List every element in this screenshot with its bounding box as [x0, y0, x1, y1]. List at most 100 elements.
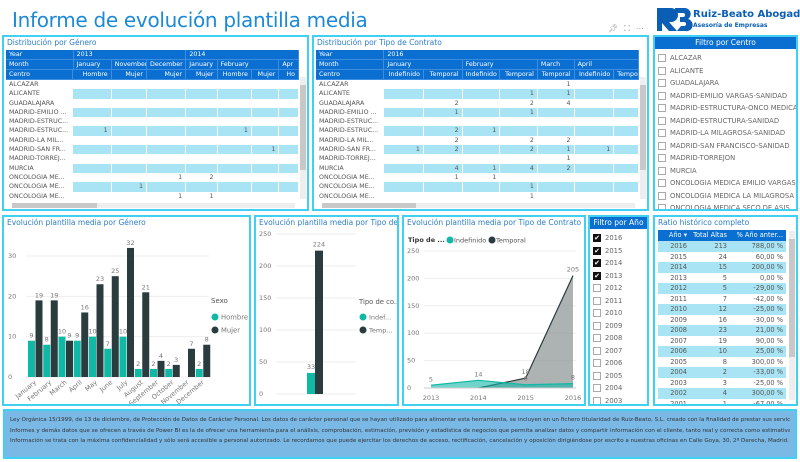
table-row[interactable]: ONCOLOGIA ME... 1 2 [6, 172, 300, 183]
checkbox-icon[interactable] [593, 321, 601, 330]
checkbox-icon[interactable] [658, 79, 666, 88]
year-header-row-cell[interactable]: 2013 [74, 50, 187, 59]
vertical-scrollbar[interactable] [789, 231, 795, 400]
table-row[interactable]: MADRID-SAN FR... 1 [6, 145, 300, 155]
slicer-item[interactable]: MADRID-ESTRUCTURA-SANIDAD [655, 115, 796, 128]
slicer-item[interactable]: MADRID-ESTRUCTURA-ONCO MEDICA [655, 102, 796, 115]
column-header-total[interactable]: Total Altas [693, 231, 727, 239]
bar-hombre[interactable] [104, 348, 112, 377]
bar-hombre[interactable] [150, 368, 157, 377]
month-header-row-cell[interactable]: January [384, 60, 463, 69]
slicer-item[interactable]: MADRID-EMILIO VARGAS-SANIDAD [655, 90, 796, 103]
bar-hombre[interactable] [119, 336, 127, 377]
column-header-row-cell[interactable]: Temporal [538, 70, 575, 79]
table-row[interactable]: ALCAZAR [6, 80, 300, 90]
table-row[interactable]: MADRID-LA MIL... 2 2 2 [316, 135, 639, 146]
more-options-icon[interactable]: ⋯ [635, 24, 644, 33]
slicer-item[interactable]: ALCAZAR [655, 52, 796, 65]
slicer-item[interactable]: MADRID-SAN FRANCISCO-SANIDAD [655, 140, 796, 153]
bar-hombre[interactable] [58, 336, 66, 377]
vertical-scrollbar[interactable] [640, 77, 646, 199]
table-row[interactable]: ONCOLOGIA ME... 1 [6, 182, 300, 192]
area-indefinido[interactable] [431, 380, 573, 388]
month-header-row-cell[interactable]: December [147, 60, 187, 69]
slicer-item[interactable]: ✔ 2013 [590, 270, 647, 283]
year-header-row-cell[interactable]: 2016 [384, 50, 639, 59]
checkbox-icon[interactable] [658, 154, 666, 163]
matrix-contract[interactable]: Year 2016 Month January February March April Ce… [316, 50, 640, 201]
checkbox-icon[interactable] [658, 91, 666, 100]
slicer-item[interactable]: ✔ 2015 [590, 245, 647, 258]
checkbox-icon[interactable] [593, 334, 601, 343]
matrix-gender[interactable]: Year 2013 2014 Month January November December… [6, 50, 300, 201]
slicer-item[interactable]: ✔ 2016 [590, 232, 647, 245]
table-row[interactable]: MADRID-TORREJ... 1 [316, 154, 639, 164]
checkbox-icon[interactable] [658, 141, 666, 150]
column-header-row-cell[interactable]: Temporal [424, 70, 463, 79]
checkbox-checked-icon[interactable]: ✔ [593, 271, 601, 280]
checkbox-icon[interactable] [593, 371, 601, 380]
table-row[interactable]: ONCOLOGIA ME... 1 1 [6, 191, 300, 201]
slicer-item[interactable]: 2006 [590, 357, 647, 370]
table-row[interactable]: GUADALAJARA [6, 98, 300, 108]
column-header-row-cell[interactable]: Hombre [73, 70, 112, 79]
horizontal-scrollbar[interactable] [322, 203, 635, 208]
slicer-item[interactable]: 2011 [590, 295, 647, 308]
slicer-item[interactable]: 2004 [590, 382, 647, 395]
table-row[interactable]: ONCOLOGIA ME... 1 [316, 182, 639, 192]
column-header-row-cell[interactable]: Indefinido [384, 70, 424, 79]
table-row[interactable]: ONCOLOGIA ME... 1 [316, 191, 639, 201]
table-row[interactable]: MADRID-ESTRUC... [6, 117, 300, 127]
table-row[interactable]: ALCAZAR 1 [316, 80, 639, 90]
column-header-row-cell[interactable]: Mujer [112, 70, 147, 79]
column-header-row-cell[interactable]: Indefinido [575, 70, 615, 79]
checkbox-icon[interactable] [658, 129, 666, 138]
vertical-scrollbar[interactable] [300, 77, 306, 199]
slicer-item[interactable]: 2009 [590, 320, 647, 333]
table-row[interactable]: ALICANTE [6, 89, 300, 99]
month-header-row-cell[interactable]: March [538, 60, 575, 69]
slicer-item[interactable]: ONCOLOGIA MEDICA LA MILAGROSA [655, 190, 796, 203]
column-header-row-cell[interactable]: Hombre [218, 70, 252, 79]
table-row[interactable]: MADRID-TORREJ... [6, 154, 300, 164]
bar-mujer[interactable] [66, 340, 73, 377]
bar-mujer[interactable] [203, 344, 211, 377]
bar-mujer[interactable] [111, 276, 119, 377]
column-header-row-cell[interactable]: Mujer [186, 70, 218, 79]
column-header-row-cell[interactable]: Temporal [500, 70, 538, 79]
year-header-row-cell[interactable]: 2014 [186, 50, 299, 59]
month-header-row-cell[interactable]: February [218, 60, 280, 69]
column-header-row-cell[interactable]: Mujer [147, 70, 187, 79]
bar-hombre[interactable] [89, 336, 96, 377]
bar-mujer[interactable] [127, 247, 134, 377]
month-header-row-cell[interactable]: Apr [279, 60, 299, 69]
table-row[interactable]: MADRID-ESTRUC... 2 1 [316, 126, 639, 136]
checkbox-icon[interactable] [658, 179, 666, 188]
table-row[interactable]: ALICANTE 1 1 [316, 89, 639, 99]
table-row[interactable]: MADRID-EMILIO ... 1 1 [316, 107, 639, 118]
slicer-item[interactable]: 2010 [590, 307, 647, 320]
table-row[interactable]: MURCIA [6, 163, 300, 173]
column-header-row-cell[interactable]: Ho [279, 70, 299, 79]
month-header-row-cell[interactable]: February [463, 60, 538, 69]
checkbox-icon[interactable] [658, 166, 666, 175]
checkbox-icon[interactable] [593, 346, 601, 355]
slicer-item[interactable]: MADRID-TORREJON [655, 152, 796, 165]
slicer-item[interactable]: 2008 [590, 332, 647, 345]
column-header-year[interactable]: Año ▾ [668, 231, 687, 239]
bar-mujer[interactable] [157, 360, 165, 377]
table-row[interactable]: MADRID-ESTRUC... [316, 117, 639, 127]
month-header-row-cell[interactable]: April [575, 60, 639, 69]
bar-hombre[interactable] [165, 368, 173, 377]
bar-1[interactable] [315, 250, 323, 394]
bar-mujer[interactable] [50, 300, 58, 377]
pin-icon[interactable]: 📌︎ [608, 24, 619, 33]
slicer-item[interactable]: ✔ 2014 [590, 257, 647, 270]
bar-hombre[interactable] [134, 368, 142, 377]
checkbox-icon[interactable] [593, 359, 601, 368]
horizontal-scrollbar[interactable] [12, 203, 295, 208]
slicer-item[interactable]: 2012 [590, 282, 647, 295]
column-header-percent[interactable]: % Año anter... [736, 231, 783, 239]
table-row[interactable]: MADRID-SAN FR... 1 2 2 1 1 [316, 145, 639, 155]
checkbox-checked-icon[interactable]: ✔ [593, 259, 601, 268]
